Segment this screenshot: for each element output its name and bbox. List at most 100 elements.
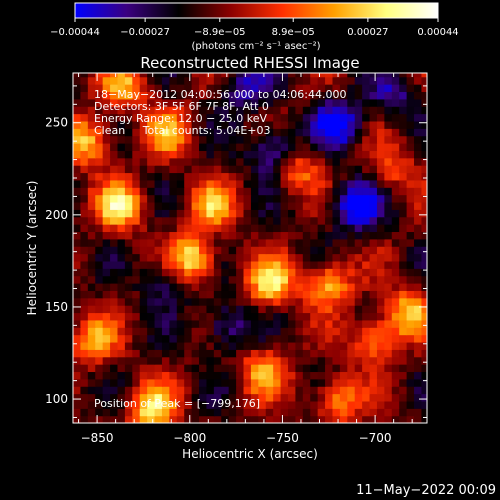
heatmap-cell — [199, 179, 208, 188]
heatmap-cell — [376, 150, 385, 159]
heatmap-cell — [191, 253, 200, 262]
heatmap-cell — [265, 165, 274, 174]
heatmap-cell — [362, 327, 371, 336]
heatmap-cell — [124, 187, 133, 196]
heatmap-cell — [147, 150, 156, 159]
heatmap-cell — [302, 157, 311, 166]
heatmap-cell — [295, 113, 304, 122]
heatmap-cell — [399, 209, 408, 218]
heatmap-cell — [80, 76, 89, 85]
heatmap-cell — [132, 305, 141, 314]
heatmap-cell — [250, 73, 259, 78]
heatmap-cell — [73, 172, 82, 181]
heatmap-cell — [184, 334, 193, 343]
heatmap-cell — [213, 113, 222, 122]
heatmap-cell — [221, 283, 230, 291]
heatmap-cell — [213, 393, 222, 402]
heatmap-cell — [317, 356, 326, 365]
heatmap-cell — [421, 260, 427, 269]
heatmap-cell — [310, 231, 319, 240]
heatmap-cell — [339, 179, 348, 188]
heatmap-cell — [354, 187, 363, 196]
heatmap-cell — [399, 319, 408, 328]
heatmap-cell — [325, 238, 334, 247]
heatmap-cell — [258, 165, 267, 174]
heatmap-cell — [302, 393, 311, 402]
heatmap-cell — [369, 408, 378, 417]
heatmap-cell — [362, 290, 371, 299]
heatmap-cell — [73, 386, 82, 395]
heatmap-cell — [369, 179, 378, 188]
heatmap-cell — [317, 143, 326, 151]
heatmap-cell — [339, 231, 348, 240]
heatmap-cell — [154, 84, 163, 93]
heatmap-cell — [414, 408, 423, 417]
heatmap-cell — [117, 334, 126, 343]
heatmap-cell — [421, 290, 427, 299]
heatmap-cell — [169, 356, 178, 365]
heatmap-cell — [406, 120, 415, 129]
heatmap-cell — [369, 76, 378, 85]
heatmap-cell — [221, 76, 230, 85]
heatmap-cell — [325, 143, 334, 151]
heatmap-cell — [339, 150, 348, 159]
heatmap-cell — [339, 216, 348, 225]
heatmap-cell — [287, 275, 297, 284]
heatmap-cell — [258, 187, 267, 196]
heatmap-cell — [117, 172, 126, 181]
heatmap-cell — [206, 150, 215, 159]
heatmap-cell — [421, 106, 427, 115]
heatmap-cell — [80, 341, 89, 350]
heatmap-cell — [250, 305, 259, 314]
heatmap-cell — [310, 349, 319, 358]
heatmap-cell — [265, 120, 274, 129]
heatmap-cell — [87, 120, 96, 129]
heatmap-cell — [124, 73, 133, 78]
heatmap-cell — [354, 157, 363, 166]
heatmap-cell — [258, 371, 267, 380]
heatmap-cell — [332, 98, 341, 107]
heatmap-cell — [273, 76, 282, 85]
heatmap-cell — [325, 356, 334, 365]
heatmap-cell — [376, 408, 385, 417]
heatmap-cell — [250, 408, 259, 417]
heatmap-cell — [221, 224, 230, 233]
heatmap-cell — [347, 378, 356, 387]
heatmap-cell — [302, 143, 311, 151]
heatmap-cell — [102, 305, 111, 314]
heatmap-cell — [250, 275, 259, 284]
heatmap-cell — [236, 260, 245, 269]
heatmap-cell — [124, 356, 133, 365]
heatmap-cell — [265, 393, 274, 402]
heatmap-cell — [362, 157, 371, 166]
heatmap-cell — [325, 157, 334, 166]
heatmap-cell — [369, 201, 378, 210]
heatmap-cell — [243, 106, 252, 115]
heatmap-cell — [236, 150, 245, 159]
heatmap-cell — [347, 84, 356, 93]
heatmap-cell — [391, 253, 400, 262]
heatmap-cell — [273, 84, 282, 93]
heatmap-cell — [221, 297, 230, 306]
heatmap-cell — [399, 305, 408, 314]
heatmap-cell — [369, 224, 378, 233]
heatmap-cell — [199, 73, 208, 78]
heatmap-cell — [191, 319, 200, 328]
heatmap-cell — [406, 290, 415, 299]
heatmap-cell — [362, 179, 371, 188]
heatmap-cell — [184, 172, 193, 181]
heatmap-cell — [347, 157, 356, 166]
heatmap-cell — [102, 120, 111, 129]
heatmap-cell — [221, 364, 230, 373]
heatmap-cell — [280, 201, 289, 210]
heatmap-cell — [191, 143, 200, 151]
heatmap-cell — [184, 319, 193, 328]
heatmap-cell — [325, 84, 334, 93]
heatmap-cell — [391, 157, 400, 166]
heatmap-cell — [221, 128, 230, 137]
heatmap-cell — [243, 84, 252, 93]
heatmap-cell — [80, 224, 89, 233]
heatmap-cell — [250, 194, 259, 203]
heatmap-cell — [139, 209, 148, 218]
heatmap-cell — [273, 165, 282, 174]
